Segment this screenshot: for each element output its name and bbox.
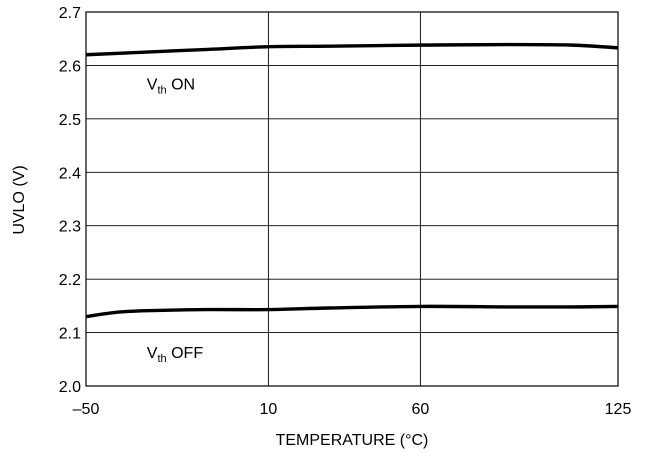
- x-tick-label: 125: [605, 401, 632, 418]
- plot-frame: [85, 11, 619, 387]
- vth-on-label: Vth ON: [147, 76, 195, 96]
- y-tick-label: 2.1: [59, 326, 81, 343]
- y-axis-label: UVLO (V): [11, 165, 28, 234]
- x-tick-label: 60: [412, 401, 430, 418]
- x-tick-label: 10: [260, 401, 278, 418]
- y-tick-labels: 2.0 2.1 2.2 2.3 2.4 2.5 2.6 2.7: [59, 5, 81, 396]
- x-axis-label: TEMPERATURE (°C): [276, 432, 429, 449]
- y-tick-label: 2.5: [59, 112, 81, 129]
- vth-off-label: Vth OFF: [147, 345, 204, 365]
- annotations: Vth ON Vth OFF: [147, 76, 204, 365]
- y-tick-label: 2.3: [59, 219, 81, 236]
- x-tick-labels: –50 10 60 125: [73, 401, 632, 418]
- vth-off-line: [85, 304, 619, 319]
- y-tick-label: 2.6: [59, 58, 81, 75]
- series-lines: [85, 42, 619, 319]
- grid-lines: [85, 11, 619, 387]
- y-tick-label: 2.7: [59, 5, 81, 22]
- vth-on-line: [85, 42, 619, 57]
- y-tick-label: 2.0: [59, 379, 81, 396]
- y-tick-label: 2.4: [59, 165, 81, 182]
- y-tick-label: 2.2: [59, 272, 81, 289]
- x-tick-label: –50: [73, 401, 100, 418]
